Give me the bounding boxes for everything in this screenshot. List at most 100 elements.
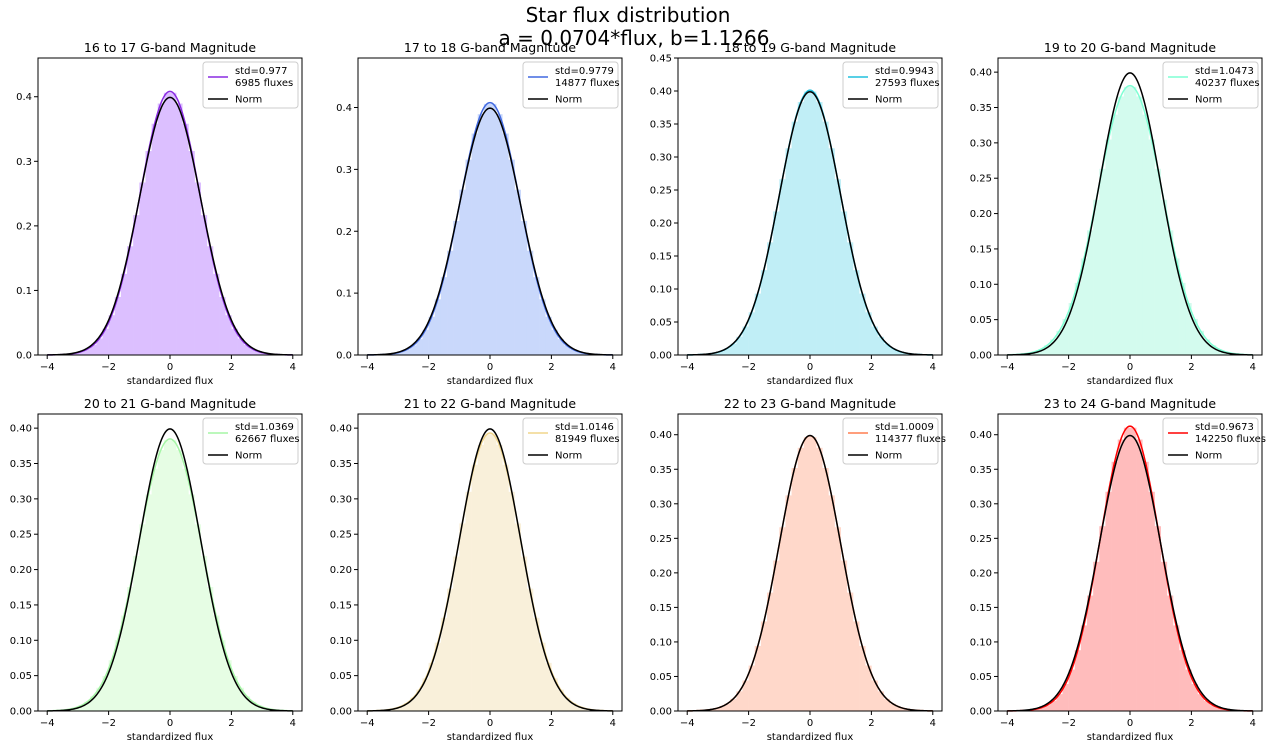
subplot-title: 17 to 18 G-band Magnitude: [404, 40, 576, 55]
hist-bar: [520, 220, 528, 355]
hist-bar: [182, 468, 189, 711]
x-tick-label: −2: [101, 362, 116, 373]
hist-bar: [545, 316, 552, 355]
hist-bar: [71, 707, 79, 711]
hist-bar: [188, 494, 195, 711]
hist-bar: [77, 351, 85, 355]
legend-norm-label: Norm: [555, 95, 582, 106]
hist-bar: [736, 691, 743, 711]
hist-bar: [1074, 650, 1082, 711]
hist-bar: [791, 121, 799, 355]
hist-bar: [255, 351, 263, 355]
legend-norm-label: Norm: [1195, 451, 1222, 462]
x-axis-label: standardized flux: [127, 376, 214, 387]
fit-curve: [1007, 425, 1253, 712]
hist-bar: [754, 645, 762, 711]
hist-bar: [200, 215, 208, 355]
hist-bar: [1087, 595, 1094, 711]
y-tick-label: 0.00: [970, 351, 992, 362]
hist-bar: [532, 617, 540, 711]
subplot-7: −4 −2 0 2 4 0.00 0.05 0.10 0.15 0.20 0.25 0.30 0.35 0…: [650, 396, 946, 743]
y-tick-label: 0.30: [650, 499, 672, 510]
hist-bar: [834, 527, 841, 711]
norm-curve: [47, 428, 293, 712]
hist-bar: [170, 92, 177, 355]
hist-bar: [410, 345, 417, 355]
y-tick-label: 0.0: [336, 351, 352, 362]
x-tick-label: −2: [741, 718, 756, 729]
hist-bar: [1215, 707, 1223, 711]
hist-bar: [1087, 230, 1094, 355]
hist-bar: [459, 189, 466, 355]
y-tick-label: 0.20: [650, 568, 672, 579]
legend-fit-label-line2: 6985 fluxes: [235, 78, 293, 89]
x-axis-label: standardized flux: [767, 376, 854, 387]
y-tick-label: 0.15: [650, 603, 672, 614]
hist-bar: [465, 159, 472, 355]
figure-title-line1: Star flux distribution: [526, 3, 731, 27]
hist-bar: [865, 665, 872, 711]
legend-fit-label-line2: 27593 fluxes: [875, 78, 940, 89]
y-tick-label: 0.4: [336, 103, 352, 114]
hist-bar: [797, 447, 805, 711]
legend-fit-label-line1: std=0.9779: [555, 66, 614, 77]
hist-bar: [520, 556, 528, 711]
hist-bar: [816, 447, 823, 711]
hist-bar: [1056, 330, 1063, 355]
hist-bar: [532, 277, 540, 355]
y-tick-label: 0.00: [330, 707, 352, 718]
y-tick-label: 0.10: [970, 280, 992, 291]
hist-bar: [483, 434, 491, 711]
hist-bar: [1093, 561, 1100, 711]
hist-bar: [1136, 96, 1143, 356]
hist-bar: [859, 645, 866, 711]
hist-bar: [514, 523, 521, 711]
x-tick-label: 0: [167, 718, 173, 729]
hist-bar: [797, 101, 805, 356]
fit-curve: [1007, 84, 1253, 356]
hist-bar: [865, 312, 872, 355]
y-tick-label: 0.35: [970, 465, 992, 476]
y-tick-label: 0.1: [336, 289, 352, 300]
y-tick-label: 0.15: [970, 603, 992, 614]
x-tick-label: −4: [360, 718, 375, 729]
legend-box: [1162, 61, 1259, 109]
hist-bar: [895, 351, 903, 355]
y-tick-label: 0.00: [650, 351, 672, 362]
hist-bar: [717, 351, 725, 355]
hist-bar: [219, 296, 226, 355]
hist-bar: [490, 103, 497, 355]
legend-norm-label: Norm: [1195, 95, 1222, 106]
x-tick-label: −4: [1000, 362, 1015, 373]
hist-bar: [1172, 258, 1180, 355]
y-tick-label: 0.15: [10, 600, 32, 611]
y-tick-label: 0.40: [650, 87, 672, 98]
hist-bar: [502, 464, 509, 711]
hist-bar: [834, 179, 841, 355]
hist-bar: [711, 708, 719, 711]
y-tick-label: 0.05: [970, 672, 992, 683]
legend-fit-label-line1: std=1.0009: [875, 422, 934, 433]
hist-bar: [1166, 230, 1174, 355]
hist-bar: [1105, 139, 1112, 355]
hist-bar: [453, 220, 460, 355]
y-tick-label: 0.05: [330, 671, 352, 682]
norm-curve: [367, 107, 613, 356]
hist-bar: [1154, 526, 1161, 711]
hist-bar: [391, 708, 399, 711]
hist-bar: [1203, 700, 1211, 711]
x-tick-label: 2: [1188, 362, 1194, 373]
legend-norm-label: Norm: [875, 451, 902, 462]
subplot-4: −4 −2 0 2 4 0.00 0.05 0.10 0.15 0.20 0.25 0.30 0.35 0…: [970, 40, 1263, 387]
hist-bar: [139, 182, 146, 355]
hist-bar: [422, 678, 429, 711]
y-tick-label: 0.20: [10, 565, 32, 576]
hist-bar: [397, 351, 405, 355]
hist-bar: [859, 293, 866, 355]
x-tick-label: 2: [868, 362, 874, 373]
hist-bar: [569, 349, 577, 355]
hist-bar: [151, 468, 159, 711]
hist-bar: [182, 123, 189, 355]
x-tick-label: −4: [40, 718, 55, 729]
